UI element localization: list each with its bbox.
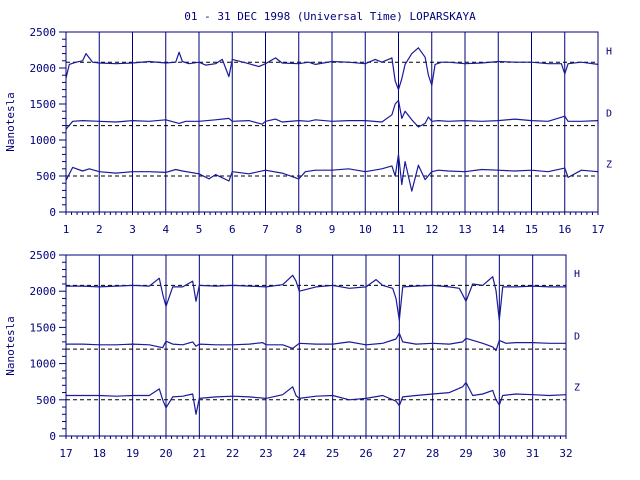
x-tick-label: 26: [359, 447, 372, 460]
series-line-z: [65, 153, 599, 192]
x-tick-label: 7: [262, 223, 269, 236]
y-tick-label: 500: [36, 170, 56, 183]
x-tick-label: 32: [559, 447, 572, 460]
x-tick-label: 17: [59, 447, 72, 460]
x-tick-label: 11: [392, 223, 405, 236]
x-tick-label: 23: [259, 447, 272, 460]
plot-frame: [65, 31, 599, 213]
x-tick-label: 29: [459, 447, 472, 460]
x-tick-label: 17: [591, 223, 604, 236]
series-label-h: H: [606, 46, 612, 57]
x-tick-label: 25: [326, 447, 339, 460]
series-label-h: H: [574, 269, 580, 280]
x-tick-label: 28: [426, 447, 439, 460]
plot-frame: [65, 254, 567, 437]
y-tick-label: 0: [49, 430, 56, 443]
x-tick-label: 12: [425, 223, 438, 236]
y-axis-label-bottom: Nanotesla: [4, 316, 17, 376]
x-tick-label: 18: [93, 447, 106, 460]
series-line-d: [66, 332, 566, 352]
x-tick-label: 27: [393, 447, 406, 460]
y-tick-label: 2500: [30, 249, 57, 262]
series-line-h: [66, 274, 566, 321]
y-tick-label: 1500: [30, 321, 57, 334]
x-tick-label: 30: [493, 447, 506, 460]
series-label-d: D: [574, 331, 580, 342]
x-tick-label: 16: [558, 223, 571, 236]
series-label-z: Z: [574, 383, 580, 394]
x-tick-label: 24: [293, 447, 307, 460]
y-tick-label: 1000: [30, 134, 57, 147]
chart-title: 01 - 31 DEC 1998 (Universal Time) LOPARS…: [184, 10, 476, 23]
x-tick-label: 20: [159, 447, 172, 460]
y-tick-label: 1000: [30, 358, 57, 371]
y-tick-label: 2000: [30, 285, 57, 298]
x-tick-label: 22: [226, 447, 239, 460]
x-tick-label: 19: [126, 447, 139, 460]
x-tick-label: 8: [295, 223, 302, 236]
series-label-z: Z: [606, 160, 612, 171]
x-tick-label: 31: [526, 447, 539, 460]
x-tick-label: 4: [162, 223, 169, 236]
y-tick-label: 2000: [30, 62, 57, 75]
y-axis-label-top: Nanotesla: [4, 92, 17, 152]
x-tick-label: 1: [63, 223, 70, 236]
y-tick-label: 0: [49, 206, 56, 219]
y-tick-label: 2500: [30, 26, 57, 39]
x-tick-label: 5: [196, 223, 203, 236]
x-tick-label: 9: [329, 223, 336, 236]
x-tick-label: 13: [458, 223, 471, 236]
series-line-d: [65, 99, 599, 130]
series-line-z: [66, 381, 567, 415]
series-label-d: D: [606, 109, 612, 120]
series-line-h: [65, 47, 599, 91]
x-tick-label: 6: [229, 223, 236, 236]
y-tick-label: 1500: [30, 98, 57, 111]
x-tick-label: 10: [359, 223, 372, 236]
x-tick-label: 3: [129, 223, 136, 236]
x-tick-label: 14: [492, 223, 506, 236]
x-tick-label: 21: [193, 447, 206, 460]
y-tick-label: 500: [36, 394, 56, 407]
x-tick-label: 2: [96, 223, 103, 236]
chart-panel-2: H D Z 0 500 1000 1500 2000 2500 17 18 19 20 21 22 23 24 2…: [30, 249, 581, 460]
x-tick-label: 15: [525, 223, 538, 236]
